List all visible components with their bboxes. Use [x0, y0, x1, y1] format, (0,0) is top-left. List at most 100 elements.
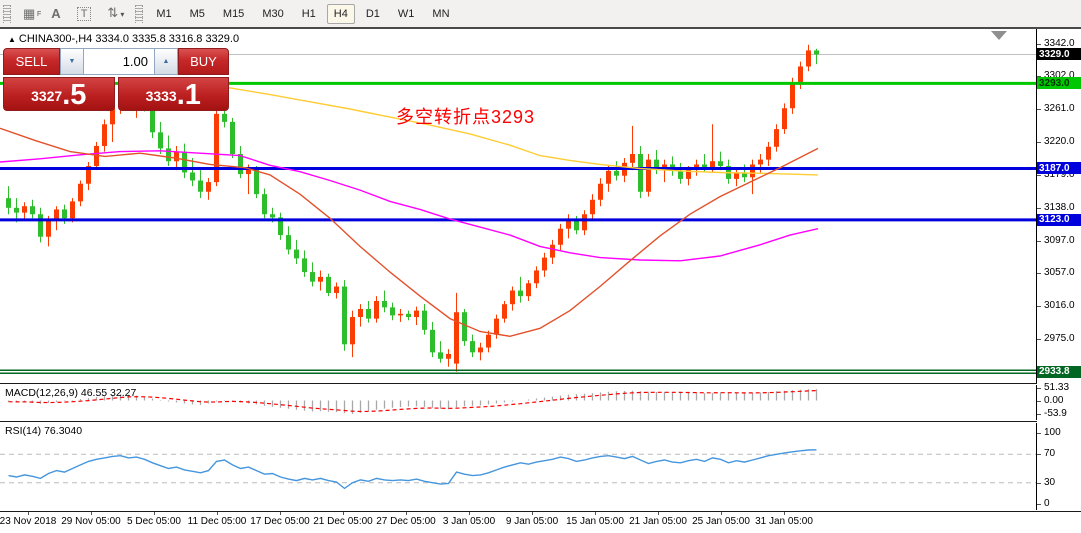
- rsi-axis-tick: [1037, 482, 1041, 484]
- price-tick-label: 3097.0: [1044, 234, 1075, 246]
- time-axis-label: 31 Jan 05:00: [755, 516, 813, 527]
- candle-body: [486, 334, 491, 348]
- candlestick-chart-canvas[interactable]: [0, 29, 1036, 383]
- rsi-chart-canvas[interactable]: [0, 423, 1036, 510]
- macd-axis-label: 51.33: [1044, 382, 1070, 393]
- candle-body: [478, 347, 483, 353]
- candle-body: [318, 276, 323, 282]
- price-tick-label: 3261.0: [1044, 103, 1075, 115]
- ma-fast-orange: [0, 127, 819, 338]
- main-chart-panel[interactable]: ▲ CHINA300-,H4 3334.0 3335.8 3316.8 3329.…: [0, 29, 1037, 383]
- candle-body: [686, 169, 691, 179]
- timeframe-w1-button[interactable]: W1: [397, 7, 415, 20]
- candle-body: [814, 50, 819, 55]
- candle-body: [366, 308, 371, 319]
- sell-button[interactable]: SELL: [3, 48, 60, 75]
- time-axis-tick: [91, 512, 92, 515]
- panel-separator[interactable]: [0, 421, 1081, 422]
- one-click-trade-panel: SELL ▼ 1.00 ▲ BUY 3327.5 3333.1: [3, 48, 229, 111]
- time-axis-tick: [784, 512, 785, 515]
- candle-body: [422, 310, 427, 330]
- price-axis[interactable]: 3342.03302.03261.03220.03179.03138.03097…: [1037, 29, 1081, 510]
- candle-body: [254, 169, 259, 195]
- candle-body: [358, 308, 363, 318]
- candle-body: [246, 169, 251, 175]
- candle-body: [430, 329, 435, 353]
- candle-body: [542, 257, 547, 271]
- toolbar-separator: [135, 4, 144, 23]
- macd-chart-canvas[interactable]: [0, 385, 1036, 420]
- timeframe-d1-button[interactable]: D1: [365, 7, 380, 20]
- symbol-collapse-icon[interactable]: ▲: [8, 35, 16, 44]
- candle-body: [278, 217, 283, 236]
- buy-button[interactable]: BUY: [178, 48, 229, 75]
- pivot-line-badge: 3293.0: [1037, 77, 1081, 90]
- candle-body: [590, 199, 595, 215]
- price-axis-tick: [1037, 76, 1041, 78]
- candle-body: [198, 180, 203, 192]
- price-axis-tick: [1037, 207, 1041, 209]
- candle-body: [750, 164, 755, 178]
- candle-body: [398, 313, 403, 316]
- candle-body: [22, 206, 27, 213]
- price-axis-tick: [1037, 141, 1041, 143]
- rsi-panel[interactable]: RSI(14) 76.3040: [0, 423, 1037, 510]
- time-axis-label: 21 Dec 05:00: [313, 516, 373, 527]
- font-tool-icon[interactable]: A: [51, 5, 61, 21]
- timeframe-h4-button[interactable]: H4: [326, 3, 355, 24]
- toolbar-drag-handle[interactable]: [3, 4, 11, 23]
- timeframe-h1-button[interactable]: H1: [301, 7, 316, 20]
- arrange-tool-icon[interactable]: ⇅ ▾: [107, 4, 125, 20]
- candle-body: [446, 353, 451, 359]
- buy-price-display[interactable]: 3333.1: [117, 77, 229, 111]
- chart-grid-icon[interactable]: ▦ F: [23, 5, 42, 21]
- candle-body: [310, 272, 315, 282]
- candle-body: [758, 159, 763, 165]
- candle-body: [382, 300, 387, 308]
- time-axis-tick: [595, 512, 596, 515]
- candle-body: [222, 113, 227, 122]
- candle-body: [294, 249, 299, 259]
- dropdown-caret-icon[interactable]: ▾: [120, 9, 125, 19]
- time-axis[interactable]: 23 Nov 2018 29 Nov 05:00 5 Dec 05:00 11 Dec…: [0, 511, 1081, 533]
- candle-body: [438, 352, 443, 359]
- time-axis-tick: [658, 512, 659, 515]
- toolbar: ▦ F A T ⇅ ▾ M1 M5 M15 M30 H1 H4 D1 W1 MN: [0, 0, 1081, 29]
- timeframe-m30-button[interactable]: M30: [262, 7, 284, 20]
- candle-body: [374, 300, 379, 319]
- candle-body: [606, 170, 611, 184]
- time-axis-label: 11 Dec 05:00: [187, 516, 247, 527]
- volume-input[interactable]: 1.00: [84, 48, 154, 75]
- candle-body: [806, 50, 811, 67]
- candle-body: [334, 286, 339, 293]
- candle-body: [30, 206, 35, 215]
- candle-body: [462, 312, 467, 342]
- rsi-label: RSI(14) 76.3040: [5, 425, 83, 437]
- candle-body: [566, 219, 571, 229]
- candle-body: [742, 172, 747, 178]
- chart-title: ▲ CHINA300-,H4 3334.0 3335.8 3316.8 3329.…: [8, 33, 240, 45]
- candle-body: [582, 214, 587, 231]
- volume-increase-button[interactable]: ▲: [154, 48, 178, 75]
- timeframe-m15-button[interactable]: M15: [222, 7, 245, 20]
- timeframe-mn-button[interactable]: MN: [432, 7, 450, 20]
- macd-panel[interactable]: MACD(12,26,9) 46.55 32.27: [0, 385, 1037, 420]
- volume-decrease-button[interactable]: ▼: [60, 48, 84, 75]
- candle-body: [230, 121, 235, 155]
- candle-body: [174, 151, 179, 162]
- candle-body: [534, 270, 539, 284]
- sell-price-display[interactable]: 3327.5: [3, 77, 115, 111]
- timeframe-m5-button[interactable]: M5: [189, 7, 205, 20]
- candle-body: [718, 161, 723, 167]
- timeframe-m1-button[interactable]: M1: [156, 7, 172, 20]
- candle-body: [510, 290, 515, 305]
- time-axis-label: 15 Jan 05:00: [566, 516, 624, 527]
- time-axis-label: 5 Dec 05:00: [127, 516, 181, 527]
- chart-shift-marker-icon[interactable]: [991, 31, 1007, 40]
- text-label-tool-icon[interactable]: T: [69, 3, 100, 24]
- chart-annotation-text: 多空转折点3293: [396, 107, 536, 127]
- candle-body: [342, 286, 347, 345]
- time-axis-label: 27 Dec 05:00: [376, 516, 436, 527]
- panel-separator[interactable]: [0, 383, 1081, 384]
